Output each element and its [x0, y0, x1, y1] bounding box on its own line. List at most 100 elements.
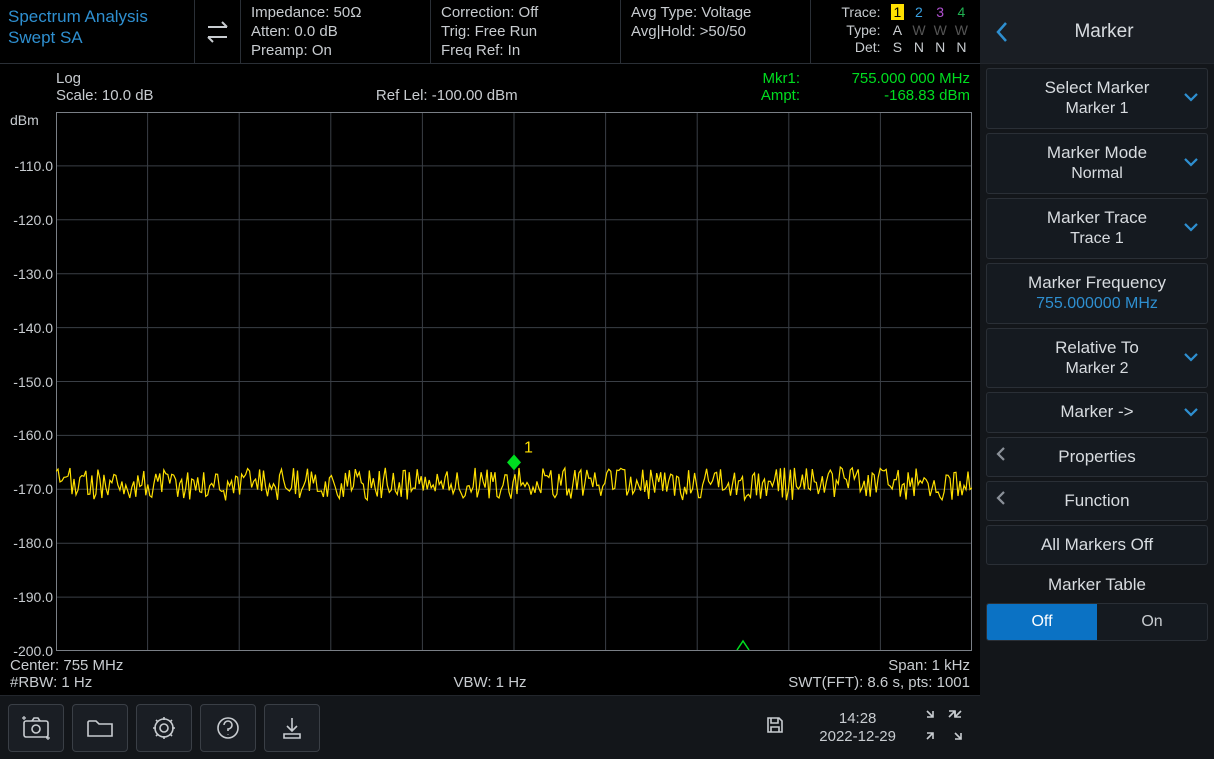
chevron-down-icon [1183, 401, 1199, 423]
toggle-off[interactable]: Off [987, 604, 1097, 640]
chart-footer: Center: 755 MHz Span: 1 kHz #RBW: 1 Hz V… [8, 655, 972, 695]
mode-title-line1: Spectrum Analysis [8, 6, 186, 27]
y-tick-label: -170.0 [13, 481, 56, 497]
side-item-8[interactable]: All Markers Off [986, 525, 1208, 565]
side-panel-header: Marker [980, 0, 1214, 64]
preamp-label: Preamp: On [251, 42, 420, 61]
freqref-label: Freq Ref: In [441, 42, 610, 61]
trace-num-3: 3 [936, 4, 944, 20]
side-item-3[interactable]: Marker Frequency 755.000000 MHz [986, 263, 1208, 324]
reflevel-label: Ref Lel: -100.00 dBm [154, 87, 740, 104]
trig-label: Trig: Free Run [441, 23, 610, 42]
chevron-down-icon [1183, 217, 1199, 239]
date-label: 2022-12-29 [819, 728, 896, 746]
side-item-sublabel: Normal [997, 164, 1197, 185]
y-tick-label: -130.0 [13, 266, 56, 282]
side-item-label: Select Marker [1045, 78, 1150, 97]
side-item-label: Relative To [1055, 338, 1139, 357]
info-col-1: Impedance: 50Ω Atten: 0.0 dB Preamp: On [241, 0, 431, 63]
trace-det-1: S [887, 39, 909, 57]
correction-label: Correction: Off [441, 4, 610, 23]
side-item-0[interactable]: Select Marker Marker 1 [986, 68, 1208, 129]
side-item-sublabel: Marker 2 [997, 359, 1197, 380]
y-tick-label: -140.0 [13, 320, 56, 336]
toggle-on[interactable]: On [1097, 604, 1207, 640]
swt-label: SWT(FFT): 8.6 s, pts: 1001 [650, 674, 970, 691]
time-label: 14:28 [819, 710, 896, 728]
det-label: Det: [837, 39, 886, 57]
svg-text:1: 1 [524, 439, 533, 456]
side-item-2[interactable]: Marker Trace Trace 1 [986, 198, 1208, 259]
trace-det-3: N [930, 39, 951, 57]
side-item-7[interactable]: Function [986, 481, 1208, 521]
chevron-left-icon [995, 490, 1007, 512]
side-item-1[interactable]: Marker Mode Normal [986, 133, 1208, 194]
y-tick-label: -180.0 [13, 535, 56, 551]
trace-type-1: A [887, 22, 909, 40]
vbw-label: VBW: 1 Hz [330, 674, 650, 691]
marker1-freq: 755.000 000 MHz [810, 70, 970, 87]
avghold-label: Avg|Hold: >50/50 [631, 23, 800, 42]
save-state-icon[interactable] [751, 714, 799, 741]
bottom-toolbar: 14:28 2022-12-29 [0, 695, 980, 759]
chevron-down-icon [1183, 152, 1199, 174]
side-item-label: Function [1064, 491, 1129, 510]
trace-num-2: 2 [915, 4, 923, 20]
side-item-label: Properties [1058, 447, 1135, 466]
download-button[interactable] [264, 704, 320, 752]
y-tick-label: -120.0 [13, 212, 56, 228]
side-item-label: All Markers Off [1041, 535, 1153, 554]
help-button[interactable] [200, 704, 256, 752]
collapse-expand-icons[interactable] [916, 705, 972, 750]
atten-label: Atten: 0.0 dB [251, 23, 420, 42]
marker-table-toggle[interactable]: Off On [986, 603, 1208, 641]
side-item-label: Marker Mode [1047, 143, 1147, 162]
chart-plot[interactable]: 1 -110.0-120.0-130.0-140.0-150.0-160.0-1… [56, 112, 972, 651]
trace-type-4: W [951, 22, 972, 40]
center-freq-label: Center: 755 MHz [10, 657, 330, 674]
swap-icon[interactable] [195, 0, 241, 63]
info-col-2: Correction: Off Trig: Free Run Freq Ref:… [431, 0, 621, 63]
rbw-label: #RBW: 1 Hz [10, 674, 330, 691]
mode-title-line2: Swept SA [8, 27, 186, 48]
side-item-label: Marker Frequency [1028, 273, 1166, 292]
ampt-label: Ampt: [740, 87, 800, 104]
screenshot-button[interactable] [8, 704, 64, 752]
scale-label: Scale: 10.0 dB [56, 87, 154, 104]
side-panel-title: Marker [1024, 21, 1214, 43]
type-label: Type: [837, 22, 886, 40]
chevron-left-icon [995, 446, 1007, 468]
trace-type-2: W [908, 22, 929, 40]
chart-area: Log Scale: 10.0 dB Ref Lel: -100.00 dBm … [0, 64, 980, 695]
ampt-value: -168.83 dBm [810, 87, 970, 104]
marker-table-label: Marker Table [980, 569, 1214, 597]
y-tick-label: -160.0 [13, 427, 56, 443]
y-unit-label: dBm [10, 112, 39, 128]
top-status-bar: Spectrum Analysis Swept SA Impedance: 50… [0, 0, 980, 64]
side-item-4[interactable]: Relative To Marker 2 [986, 328, 1208, 389]
mode-title: Spectrum Analysis Swept SA [0, 0, 195, 63]
back-button[interactable] [980, 0, 1024, 64]
trace-num-4: 4 [957, 4, 965, 20]
side-item-5[interactable]: Marker -> [986, 392, 1208, 432]
side-item-sublabel: Marker 1 [997, 99, 1197, 120]
side-item-sublabel: Trace 1 [997, 229, 1197, 250]
clock: 14:28 2022-12-29 [807, 710, 908, 746]
side-item-label: Marker Trace [1047, 208, 1147, 227]
folder-button[interactable] [72, 704, 128, 752]
side-panel: Marker Select Marker Marker 1 Marker Mode N… [980, 0, 1214, 759]
settings-button[interactable] [136, 704, 192, 752]
info-col-3: Avg Type: Voltage Avg|Hold: >50/50 [621, 0, 811, 63]
trace-det-4: N [951, 39, 972, 57]
trace-label: Trace: [837, 4, 886, 22]
log-label: Log [56, 70, 154, 87]
trace-det-2: N [908, 39, 929, 57]
trace-num-1: 1 [891, 4, 905, 20]
side-item-6[interactable]: Properties [986, 437, 1208, 477]
side-item-value: 755.000000 MHz [997, 294, 1197, 315]
impedance-label: Impedance: 50Ω [251, 4, 420, 23]
chevron-down-icon [1183, 347, 1199, 369]
marker1-label: Mkr1: [740, 70, 800, 87]
y-tick-label: -150.0 [13, 374, 56, 390]
y-tick-label: -190.0 [13, 589, 56, 605]
